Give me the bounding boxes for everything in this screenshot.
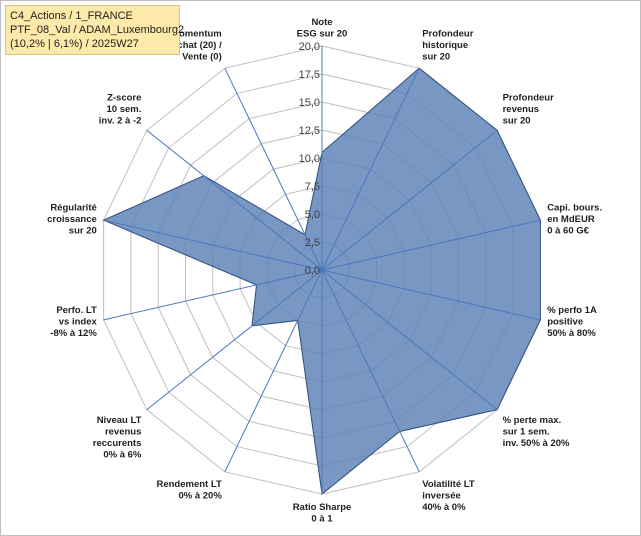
axis-label-line: revenus bbox=[503, 104, 539, 115]
axis-label: Capi. bours. en MdEUR 0 à 60 G€ bbox=[547, 202, 602, 236]
tick-label: 15,0 bbox=[299, 97, 320, 109]
axis-label: Ratio Sharpe 0 à 1 bbox=[293, 502, 352, 525]
axis-label-line: 40% à 0% bbox=[422, 502, 466, 513]
tick-label: 7,5 bbox=[305, 181, 320, 193]
tick-label: 20,0 bbox=[299, 41, 320, 53]
axis-label: Niveau LT revenus reccurents 0% à 6% bbox=[93, 415, 142, 461]
axis-label-line: Capi. bours. bbox=[547, 202, 602, 213]
portfolio-info-box: C4_Actions / 1_FRANCE PTF_08_Val / ADAM_… bbox=[5, 5, 185, 55]
axis-spoke bbox=[321, 219, 541, 271]
axis-label-line: Profondeur bbox=[503, 92, 554, 103]
axis-spoke bbox=[321, 269, 541, 321]
tick-label: 10,0 bbox=[299, 153, 320, 165]
axis-label-line: Profondeur bbox=[422, 28, 473, 39]
tick-label: 5,0 bbox=[305, 209, 320, 221]
axis-label-line: sur 1 sem. bbox=[503, 427, 550, 438]
axis-spoke bbox=[321, 129, 498, 271]
axis-label-line: Achat (20) / bbox=[171, 40, 223, 51]
axis-label-line: Vente (0) bbox=[182, 51, 222, 62]
axis-label-line: historique bbox=[422, 40, 468, 51]
info-line-portfolio: PTF_08_Val / ADAM_Luxembourg2 bbox=[10, 24, 185, 36]
axis-label-line: positive bbox=[547, 317, 583, 328]
axis-label: Rendement LT 0% à 20% bbox=[156, 479, 222, 502]
axis-label: Momentum Achat (20) / Vente (0) bbox=[171, 28, 223, 62]
axis-label-line: inversée bbox=[422, 491, 461, 502]
axis-label-line: % perte max. bbox=[503, 415, 562, 426]
axis-label-line: inv. 2 à -2 bbox=[99, 115, 142, 126]
axis-label: Note ESG sur 20 bbox=[297, 17, 348, 40]
axis-label-line: 0 à 1 bbox=[311, 514, 333, 525]
axis-label: Perfo. LT vs index -8% à 12% bbox=[50, 305, 97, 339]
info-line-category: C4_Actions / 1_FRANCE bbox=[10, 10, 133, 22]
axis-label-line: -8% à 12% bbox=[50, 328, 97, 339]
axis-label-line: vs index bbox=[59, 317, 98, 328]
tick-label: 2,5 bbox=[305, 237, 320, 249]
axis-label-line: sur 20 bbox=[69, 225, 97, 236]
axis-spoke bbox=[321, 269, 498, 411]
axis-label-line: en MdEUR bbox=[547, 214, 595, 225]
tick-label: 17,5 bbox=[299, 69, 320, 81]
axis-label: Profondeur revenus sur 20 bbox=[503, 92, 554, 126]
axis-label-line: 50% à 80% bbox=[547, 328, 596, 339]
axis-label: Régularité croissance sur 20 bbox=[47, 202, 97, 236]
axis-spoke bbox=[321, 67, 420, 271]
axis-label-line: Rendement LT bbox=[156, 479, 221, 490]
info-line-period: (10,2% | 6,1%) / 2025W27 bbox=[10, 38, 139, 50]
axis-spoke bbox=[103, 269, 323, 321]
axis-label-line: reccurents bbox=[93, 438, 142, 449]
axis-label-line: 0% à 6% bbox=[103, 450, 142, 461]
axis-label-line: 10 sem. bbox=[107, 104, 142, 115]
axis-label-line: 0 à 60 G€ bbox=[547, 225, 589, 236]
axis-label: Z-score 10 sem. inv. 2 à -2 bbox=[99, 92, 142, 126]
axis-label-line: ESG sur 20 bbox=[297, 29, 348, 40]
axis-label-line: Régularité bbox=[50, 202, 96, 213]
tick-label: 12,5 bbox=[299, 125, 320, 137]
axis-spoke bbox=[224, 67, 323, 271]
axis-label: Volatilité LT inversée 40% à 0% bbox=[422, 479, 475, 513]
axis-label-line: % perfo 1A bbox=[547, 305, 597, 316]
axis-label: % perfo 1A positive 50% à 80% bbox=[547, 305, 597, 339]
axis-spoke bbox=[103, 219, 323, 271]
axis-label-line: Ratio Sharpe bbox=[293, 502, 352, 513]
axis-spoke bbox=[224, 269, 323, 473]
axis-label: Profondeur historique sur 20 bbox=[422, 28, 473, 62]
axis-label-line: Niveau LT bbox=[97, 415, 142, 426]
axis-label-line: Momentum bbox=[171, 28, 222, 39]
axis-label-line: revenus bbox=[105, 427, 141, 438]
axis-label: % perte max. sur 1 sem. inv. 50% à 20% bbox=[503, 415, 570, 449]
axis-spoke bbox=[321, 269, 420, 473]
axis-label-line: Note bbox=[311, 17, 332, 28]
axis-spoke bbox=[146, 269, 323, 411]
axis-label-line: sur 20 bbox=[422, 51, 450, 62]
axis-spoke bbox=[146, 129, 323, 271]
axis-label-line: sur 20 bbox=[503, 115, 531, 126]
axis-label-line: inv. 50% à 20% bbox=[503, 438, 570, 449]
axis-label-line: 0% à 20% bbox=[178, 491, 222, 502]
axis-label-line: Volatilité LT bbox=[422, 479, 475, 490]
axis-label-line: Z-score bbox=[107, 92, 141, 103]
tick-label: 0,0 bbox=[305, 265, 320, 277]
axis-label-line: Perfo. LT bbox=[56, 305, 97, 316]
axis-label-line: croissance bbox=[47, 214, 97, 225]
